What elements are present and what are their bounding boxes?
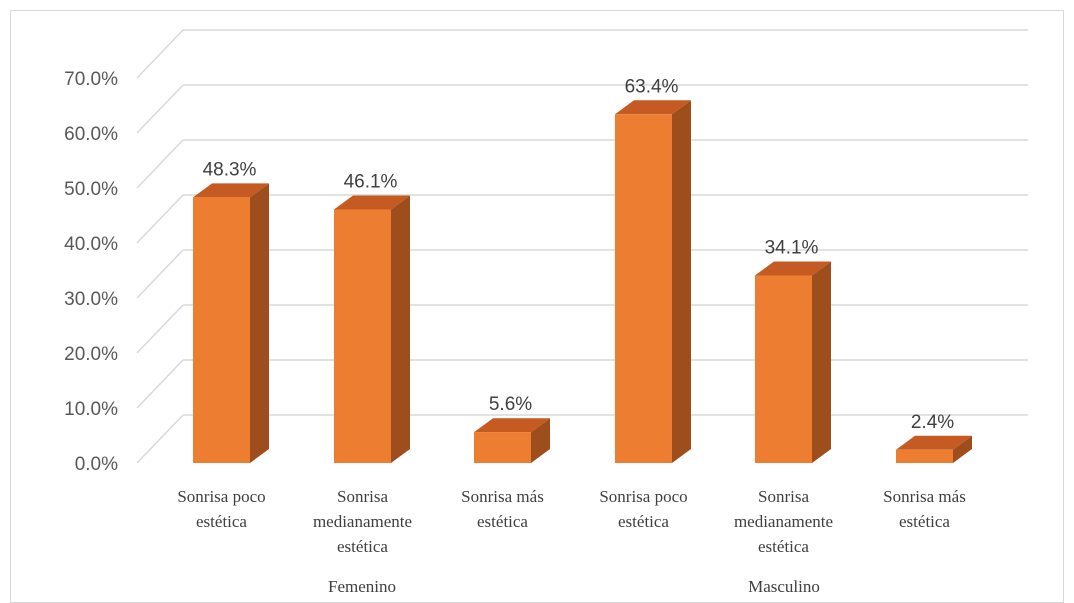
bar xyxy=(474,418,550,463)
y-tick-label: 60.0% xyxy=(64,124,118,145)
data-label: 63.4% xyxy=(625,76,679,97)
data-label: 34.1% xyxy=(765,237,819,258)
y-tick-label: 50.0% xyxy=(64,179,118,200)
gridline xyxy=(136,359,1028,409)
data-label: 5.6% xyxy=(489,394,532,415)
y-tick-label: 10.0% xyxy=(64,399,118,420)
gridline xyxy=(136,414,1028,464)
category-label: Sonrisa poco estética xyxy=(599,487,687,531)
data-label: 2.4% xyxy=(911,412,954,433)
group-label: Femenino xyxy=(328,577,396,596)
category-label: Sonrisa más estética xyxy=(883,487,966,531)
bar xyxy=(896,435,972,463)
bar xyxy=(193,183,269,463)
y-tick-label: 30.0% xyxy=(64,289,118,310)
gridline xyxy=(136,194,1028,244)
y-tick-label: 70.0% xyxy=(64,69,118,90)
category-label: Sonrisa más estética xyxy=(461,487,544,531)
y-tick-label: 20.0% xyxy=(64,344,118,365)
gridline xyxy=(136,139,1028,189)
gridline xyxy=(136,29,1028,79)
y-tick-label: 40.0% xyxy=(64,234,118,255)
category-label: Sonrisa medianamente estética xyxy=(313,487,412,556)
category-labels: Sonrisa poco estética Sonrisa medianamente e… xyxy=(177,487,965,556)
data-label: 48.3% xyxy=(203,159,257,180)
category-label: Sonrisa medianamente estética xyxy=(734,487,833,556)
bar xyxy=(615,100,691,464)
group-label: Masculino xyxy=(748,577,820,596)
bar xyxy=(755,261,831,463)
bars xyxy=(193,100,972,464)
gridline xyxy=(136,249,1028,299)
gridline xyxy=(136,84,1028,134)
y-axis-tick-labels: 0.0% 10.0% 20.0% 30.0% 40.0% 50.0% 60.0% 70.0% xyxy=(64,69,118,475)
gridlines xyxy=(136,29,1028,464)
group-labels: Femenino Masculino xyxy=(328,577,820,596)
bar xyxy=(334,195,410,463)
gridline xyxy=(136,304,1028,354)
data-label: 46.1% xyxy=(344,171,398,192)
chart-frame xyxy=(10,10,1064,603)
y-tick-label: 0.0% xyxy=(75,454,118,475)
data-labels: 48.3% 46.1% 5.6% 63.4% 34.1% 2.4% xyxy=(203,76,955,433)
category-label: Sonrisa poco estética xyxy=(177,487,265,531)
